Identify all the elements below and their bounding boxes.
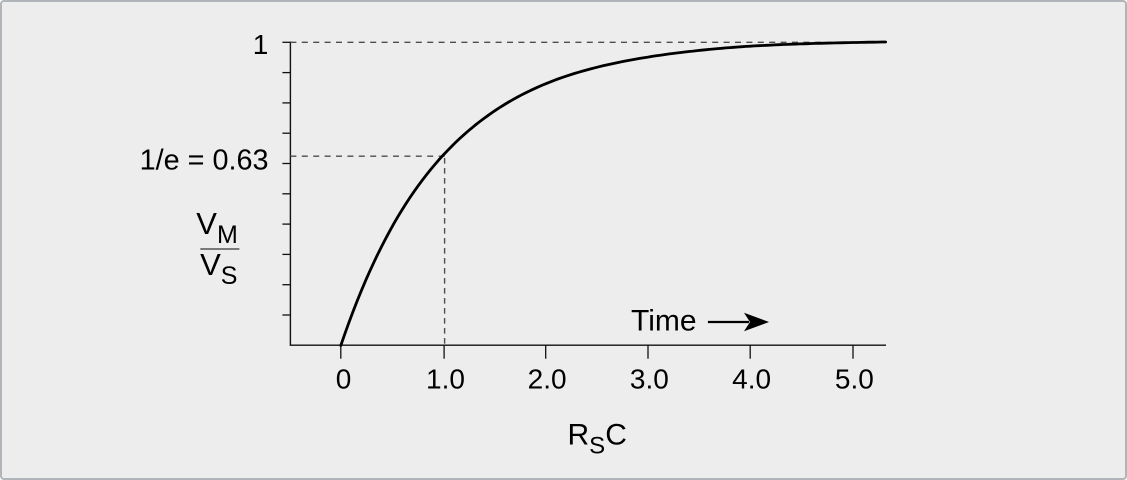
svg-text:4.0: 4.0: [732, 363, 771, 394]
svg-text:Time: Time: [631, 304, 697, 337]
svg-text:5.0: 5.0: [835, 363, 874, 394]
svg-text:1/e = 0.63: 1/e = 0.63: [140, 145, 269, 177]
svg-text:3.0: 3.0: [630, 363, 669, 394]
svg-text:0: 0: [336, 363, 352, 394]
svg-text:1: 1: [253, 29, 269, 60]
svg-text:1.0: 1.0: [426, 363, 465, 394]
svg-text:2.0: 2.0: [528, 363, 567, 394]
